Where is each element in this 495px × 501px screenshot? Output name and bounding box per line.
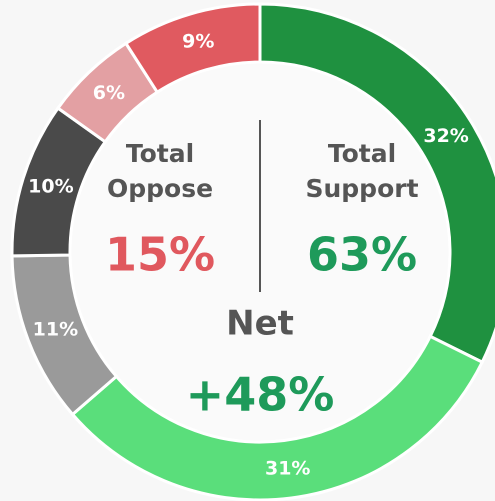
segment-label: 9%	[182, 30, 214, 52]
summary-label: Total	[328, 139, 396, 168]
segment-label: 6%	[93, 82, 125, 104]
summary-label: Total	[126, 139, 194, 168]
summary-value: +48%	[186, 368, 335, 422]
segment-label: 31%	[265, 458, 310, 480]
summary-label: Net	[226, 304, 294, 344]
summary-value: 15%	[105, 228, 215, 282]
donut-segment	[70, 334, 485, 501]
donut-segment	[123, 2, 262, 95]
segment-label: 10%	[28, 175, 73, 197]
segment-label: 11%	[33, 319, 78, 341]
donut-segment	[258, 2, 495, 365]
summary-value: 63%	[307, 228, 417, 282]
summary-label: Support	[305, 174, 418, 203]
segment-label: 32%	[423, 125, 468, 147]
summary-label: Oppose	[107, 174, 213, 203]
